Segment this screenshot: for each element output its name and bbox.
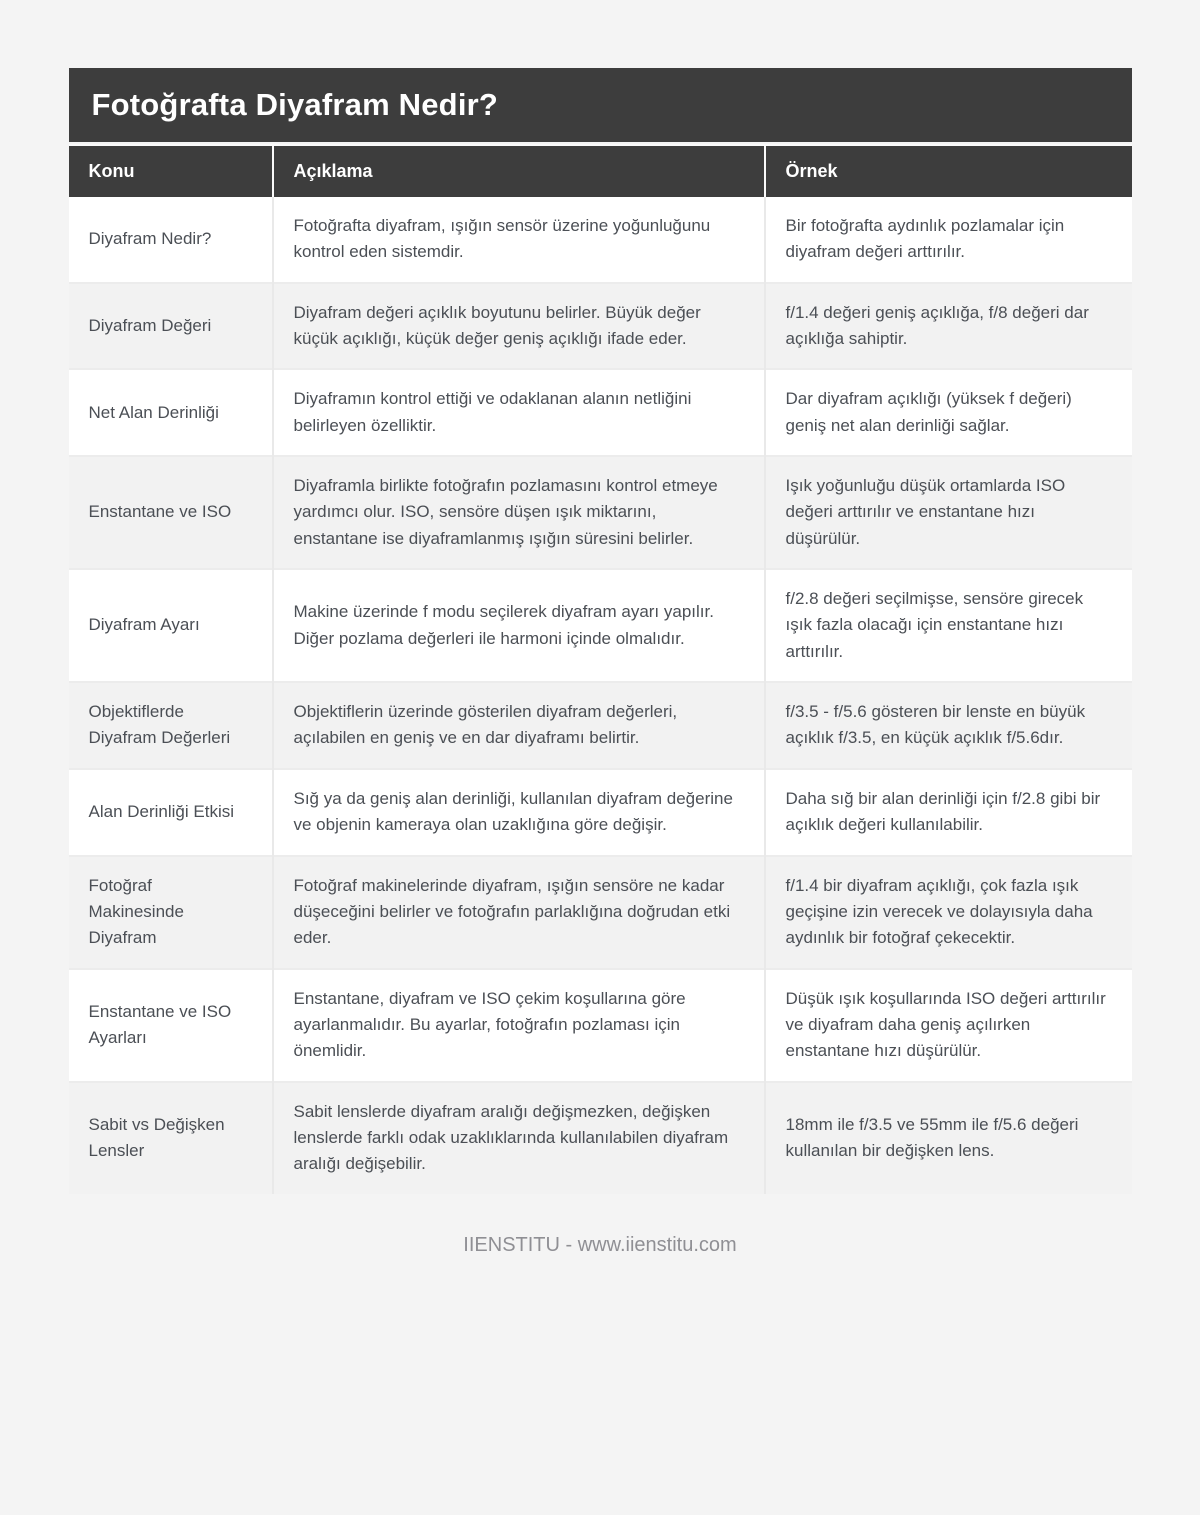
aciklama-cell: Fotoğraf makinelerinde diyafram, ışığın … <box>271 854 765 969</box>
table-row: Objektiflerde Diyafram Değerleri Objekti… <box>68 681 1132 769</box>
column-header-aciklama: Açıklama <box>271 144 765 197</box>
aciklama-cell: Sığ ya da geniş alan derinliği, kullanıl… <box>271 767 765 856</box>
aperture-info-card: Fotoğrafta Diyafram Nedir? Konu Açıklama… <box>68 0 1132 1297</box>
ornek-cell: f/1.4 bir diyafram açıklığı, çok fazla ı… <box>763 854 1132 969</box>
table-header-row: Konu Açıklama Örnek <box>68 144 1132 197</box>
konu-cell: Diyafram Nedir? <box>68 197 273 283</box>
ornek-cell: 18mm ile f/3.5 ve 55mm ile f/5.6 değeri … <box>763 1080 1132 1194</box>
konu-cell: Net Alan Derinliği <box>68 368 273 457</box>
column-header-ornek: Örnek <box>763 144 1132 197</box>
aciklama-cell: Objektiflerin üzerinde gösterilen diyafr… <box>271 681 765 769</box>
aciklama-cell: Diyaframın kontrol ettiği ve odaklanan a… <box>271 368 765 457</box>
aciklama-cell: Diyafram değeri açıklık boyutunu belirle… <box>271 281 765 370</box>
ornek-cell: f/3.5 - f/5.6 gösteren bir lenste en büy… <box>763 681 1132 769</box>
konu-cell: Sabit vs Değişken Lensler <box>68 1080 273 1194</box>
aperture-table: Konu Açıklama Örnek Diyafram Nedir? Foto… <box>68 144 1132 1194</box>
konu-cell: Alan Derinliği Etkisi <box>68 767 273 856</box>
ornek-cell: Dar diyafram açıklığı (yüksek f değeri) … <box>763 368 1132 457</box>
aciklama-cell: Fotoğrafta diyafram, ışığın sensör üzeri… <box>271 197 765 283</box>
ornek-cell: Düşük ışık koşullarında ISO değeri arttı… <box>763 967 1132 1082</box>
aciklama-cell: Diyaframla birlikte fotoğrafın pozlaması… <box>271 455 765 570</box>
konu-cell: Enstantane ve ISO Ayarları <box>68 967 273 1082</box>
table-row: Diyafram Değeri Diyafram değeri açıklık … <box>68 281 1132 370</box>
aciklama-cell: Enstantane, diyafram ve ISO çekim koşull… <box>271 967 765 1082</box>
konu-cell: Diyafram Ayarı <box>68 568 273 683</box>
table-row: Enstantane ve ISO Ayarları Enstantane, d… <box>68 967 1132 1082</box>
ornek-cell: Daha sığ bir alan derinliği için f/2.8 g… <box>763 767 1132 856</box>
table-row: Sabit vs Değişken Lensler Sabit lenslerd… <box>68 1080 1132 1194</box>
table-row: Alan Derinliği Etkisi Sığ ya da geniş al… <box>68 767 1132 856</box>
column-header-konu: Konu <box>68 144 273 197</box>
ornek-cell: Işık yoğunluğu düşük ortamlarda ISO değe… <box>763 455 1132 570</box>
aciklama-cell: Sabit lenslerde diyafram aralığı değişme… <box>271 1080 765 1194</box>
konu-cell: Enstantane ve ISO <box>68 455 273 570</box>
ornek-cell: Bir fotoğrafta aydınlık pozlamalar için … <box>763 197 1132 283</box>
konu-cell: Objektiflerde Diyafram Değerleri <box>68 681 273 769</box>
footer-credit: IIENSTITU - www.iienstitu.com <box>463 1233 737 1256</box>
page-title: Fotoğrafta Diyafram Nedir? <box>68 68 1132 142</box>
table-row: Net Alan Derinliği Diyaframın kontrol et… <box>68 368 1132 457</box>
table-row: Fotoğraf Makinesinde Diyafram Fotoğraf m… <box>68 854 1132 969</box>
konu-cell: Diyafram Değeri <box>68 281 273 370</box>
ornek-cell: f/1.4 değeri geniş açıklığa, f/8 değeri … <box>763 281 1132 370</box>
konu-cell: Fotoğraf Makinesinde Diyafram <box>68 854 273 969</box>
table-row: Diyafram Nedir? Fotoğrafta diyafram, ışı… <box>68 197 1132 283</box>
ornek-cell: f/2.8 değeri seçilmişse, sensöre girecek… <box>763 568 1132 683</box>
table-row: Diyafram Ayarı Makine üzerinde f modu se… <box>68 568 1132 683</box>
aciklama-cell: Makine üzerinde f modu seçilerek diyafra… <box>271 568 765 683</box>
table-row: Enstantane ve ISO Diyaframla birlikte fo… <box>68 455 1132 570</box>
